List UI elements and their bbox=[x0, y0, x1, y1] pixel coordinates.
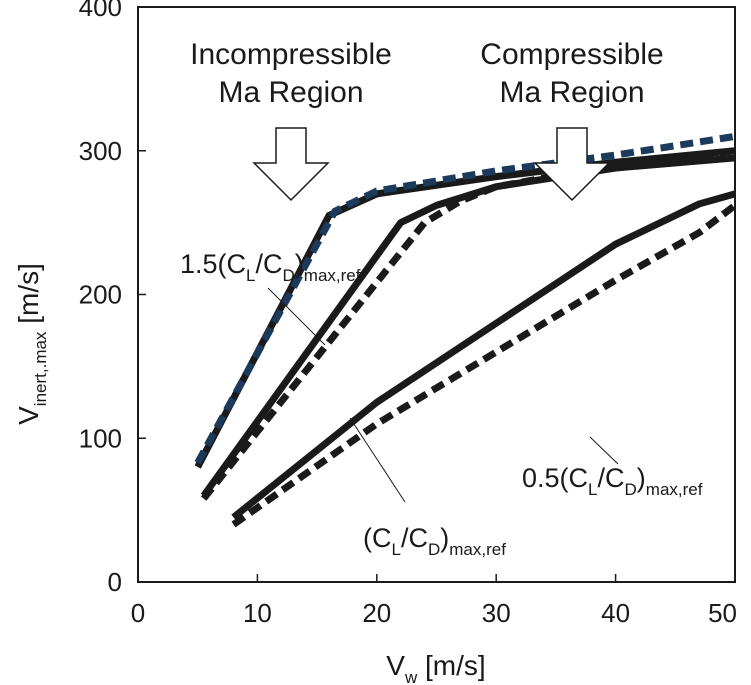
series-line-low-solid bbox=[231, 190, 736, 521]
x-tick-label: 10 bbox=[243, 598, 272, 628]
y-tick-label: 200 bbox=[79, 280, 122, 310]
x-tick-label: 50 bbox=[708, 598, 737, 628]
series-layer bbox=[194, 132, 738, 528]
series-line-low-dashed bbox=[231, 202, 738, 528]
y-tick-label: 400 bbox=[79, 0, 122, 22]
x-tick-label: 20 bbox=[362, 598, 391, 628]
series-label-mid: (CL/CD)max,ref bbox=[363, 523, 506, 559]
leader-line-mid bbox=[349, 417, 406, 503]
series-line-mid-solid bbox=[200, 154, 736, 498]
annotation-compressible-line2: Ma Region bbox=[499, 76, 644, 109]
annotation-compressible: Compressible Ma Region bbox=[480, 38, 664, 202]
annotation-incompressible-line1: Incompressible bbox=[190, 38, 392, 71]
annotation-incompressible: Incompressible Ma Region bbox=[190, 38, 392, 202]
x-axis-label: Vw [m/s] bbox=[386, 650, 485, 685]
leader-line-low bbox=[589, 436, 619, 465]
x-tick-label: 30 bbox=[482, 598, 511, 628]
x-tick-label: 40 bbox=[601, 598, 630, 628]
annotation-incompressible-line2: Ma Region bbox=[218, 76, 363, 109]
tick-layer: 0 10 20 30 40 50 0 100 200 300 400 bbox=[79, 0, 737, 628]
x-tick-label: 0 bbox=[131, 598, 145, 628]
annotation-compressible-line1: Compressible bbox=[480, 38, 663, 71]
series-label-high: 1.5(CL/CD)max,ref bbox=[180, 249, 361, 285]
y-tick-label: 0 bbox=[108, 567, 122, 597]
y-tick-label: 100 bbox=[79, 423, 122, 453]
y-tick-label: 300 bbox=[79, 136, 122, 166]
series-line-mid-dashed bbox=[200, 147, 736, 501]
series-label-low: 0.5(CL/CD)max,ref bbox=[522, 463, 703, 499]
leader-line-high bbox=[267, 287, 326, 346]
down-arrow-icon bbox=[252, 127, 330, 202]
y-axis-label: Vinert,.max [m/s] bbox=[13, 263, 50, 425]
down-arrow-icon bbox=[533, 127, 611, 202]
